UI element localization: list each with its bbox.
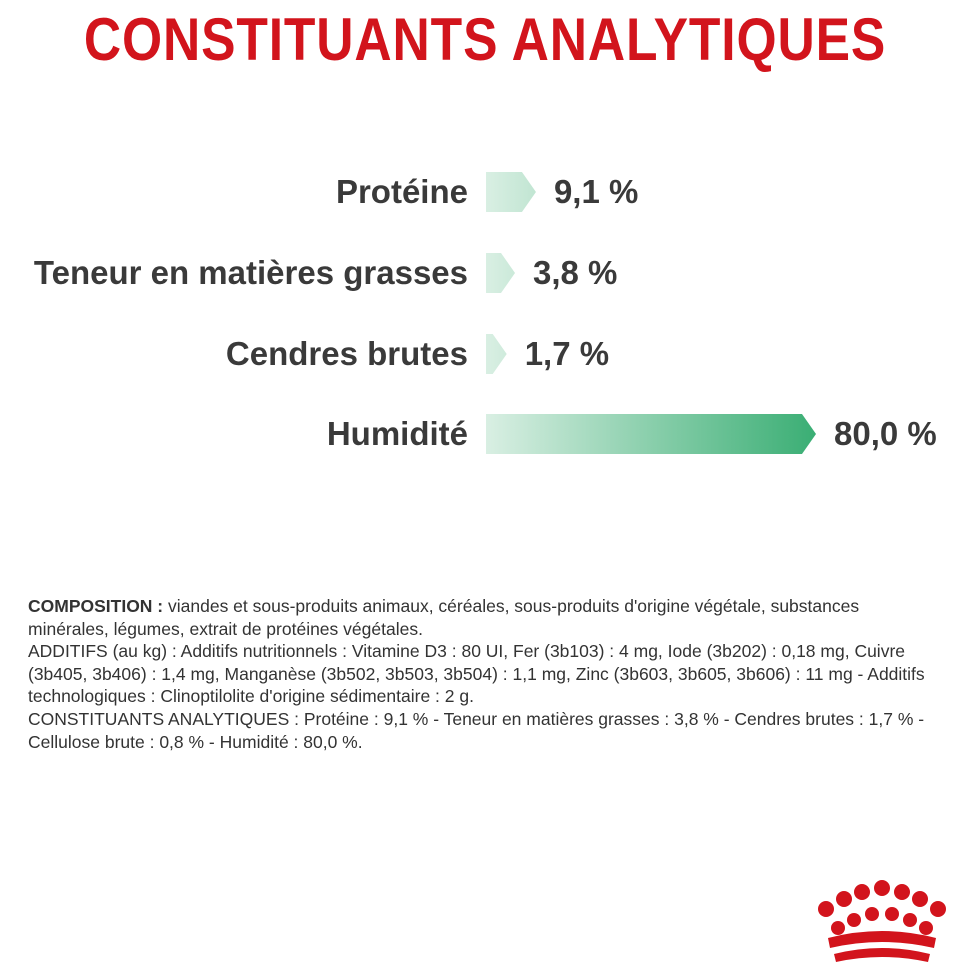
bar-3 (486, 414, 816, 454)
additifs-paragraph: ADDITIFS (au kg) : Additifs nutritionnel… (28, 641, 925, 707)
composition-paragraph: COMPOSITION : viandes et sous-produits a… (28, 595, 933, 640)
bar-value-2: 1,7 % (524, 335, 610, 372)
bar-label-3: Humidité (326, 415, 468, 452)
crown-logo-icon (818, 880, 946, 962)
bar-label-1: Teneur en matières grasses (33, 254, 468, 291)
chart-title: CONSTITUANTS ANALYTIQUES (83, 6, 887, 73)
bar-value-1: 3,8 % (533, 254, 618, 291)
bar-2 (486, 334, 507, 374)
bar-label-2: Cendres brutes (225, 335, 468, 372)
bar-value-3: 80,0 % (834, 415, 937, 452)
bar-value-0: 9,1 % (553, 173, 639, 210)
bar-0 (486, 172, 536, 212)
composition-ingredients: viandes et sous-produits animaux, céréal… (28, 596, 860, 639)
bar-label-0: Protéine (335, 173, 468, 210)
bar-1 (486, 253, 516, 293)
bar-chart (486, 172, 816, 454)
constituants-paragraph: CONSTITUANTS ANALYTIQUES : Protéine : 9,… (28, 708, 925, 752)
composition-text: COMPOSITION : viandes et sous-produits a… (28, 595, 933, 753)
composition-lead: COMPOSITION : (28, 596, 164, 616)
